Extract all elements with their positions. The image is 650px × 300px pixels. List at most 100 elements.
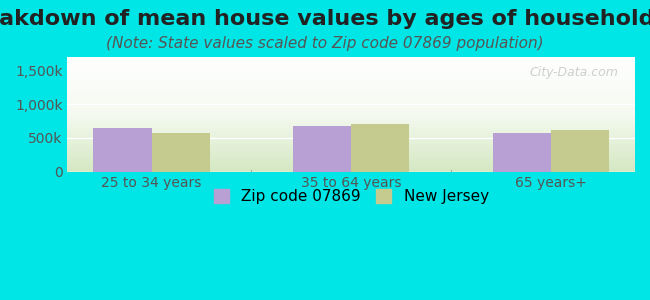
Bar: [68, 156, 635, 157]
Bar: [68, 66, 635, 67]
Bar: [68, 150, 635, 151]
Bar: [68, 131, 635, 133]
Bar: [68, 79, 635, 80]
Bar: [68, 113, 635, 114]
Bar: [68, 99, 635, 101]
Bar: [68, 118, 635, 119]
Bar: [68, 71, 635, 72]
Bar: [68, 148, 635, 149]
Bar: [68, 158, 635, 159]
Bar: [68, 145, 635, 146]
Bar: [68, 105, 635, 106]
Bar: [68, 168, 635, 169]
Text: (Note: State values scaled to Zip code 07869 population): (Note: State values scaled to Zip code 0…: [106, 36, 544, 51]
Bar: [68, 98, 635, 99]
Bar: [68, 143, 635, 144]
Bar: [68, 76, 635, 78]
Bar: [68, 94, 635, 95]
Bar: [68, 134, 635, 135]
Bar: [68, 60, 635, 62]
Bar: [68, 87, 635, 88]
Bar: [68, 120, 635, 121]
Bar: [68, 169, 635, 170]
Bar: [68, 57, 635, 58]
Bar: [68, 72, 635, 73]
Bar: [68, 167, 635, 168]
Bar: [68, 80, 635, 81]
Bar: [68, 110, 635, 111]
Bar: [293, 126, 351, 172]
Bar: [493, 133, 551, 172]
Bar: [94, 128, 151, 172]
Bar: [68, 161, 635, 162]
Bar: [68, 67, 635, 68]
Bar: [68, 92, 635, 94]
Bar: [68, 157, 635, 158]
Bar: [68, 117, 635, 118]
Bar: [68, 121, 635, 122]
Bar: [68, 97, 635, 98]
Text: City-Data.com: City-Data.com: [529, 66, 618, 79]
Bar: [68, 140, 635, 141]
Text: Breakdown of mean house values by ages of householders: Breakdown of mean house values by ages o…: [0, 9, 650, 29]
Bar: [68, 149, 635, 150]
Bar: [68, 95, 635, 96]
Bar: [68, 162, 635, 164]
Bar: [68, 160, 635, 161]
Bar: [68, 74, 635, 75]
Bar: [68, 164, 635, 165]
Bar: [68, 122, 635, 124]
Bar: [68, 111, 635, 112]
Bar: [68, 107, 635, 109]
Bar: [68, 102, 635, 103]
Bar: [68, 170, 635, 172]
Bar: [68, 159, 635, 160]
Bar: [68, 136, 635, 137]
Bar: [68, 75, 635, 76]
Bar: [68, 104, 635, 105]
Bar: [68, 86, 635, 87]
Bar: [68, 114, 635, 116]
Bar: [151, 133, 210, 172]
Bar: [68, 64, 635, 65]
Bar: [551, 130, 609, 172]
Bar: [68, 70, 635, 71]
Bar: [68, 119, 635, 120]
Bar: [68, 151, 635, 152]
Bar: [68, 166, 635, 167]
Bar: [68, 146, 635, 148]
Bar: [68, 100, 635, 102]
Bar: [68, 83, 635, 85]
Bar: [68, 137, 635, 138]
Bar: [68, 109, 635, 110]
Bar: [68, 89, 635, 90]
Bar: [68, 61, 635, 63]
Bar: [68, 135, 635, 136]
Bar: [68, 112, 635, 113]
Bar: [68, 124, 635, 126]
Bar: [68, 129, 635, 130]
Bar: [68, 165, 635, 166]
Bar: [68, 144, 635, 145]
Bar: [68, 154, 635, 156]
Bar: [68, 96, 635, 97]
Bar: [68, 88, 635, 89]
Bar: [68, 152, 635, 153]
Bar: [68, 116, 635, 117]
Bar: [68, 106, 635, 107]
Bar: [68, 82, 635, 83]
Bar: [68, 68, 635, 70]
Bar: [68, 58, 635, 59]
Bar: [68, 141, 635, 142]
Bar: [68, 90, 635, 92]
Bar: [68, 73, 635, 74]
Bar: [68, 138, 635, 140]
Bar: [68, 63, 635, 64]
Bar: [68, 59, 635, 60]
Bar: [68, 126, 635, 127]
Bar: [351, 124, 410, 172]
Bar: [68, 78, 635, 79]
Bar: [68, 127, 635, 128]
Bar: [68, 133, 635, 134]
Bar: [68, 128, 635, 129]
